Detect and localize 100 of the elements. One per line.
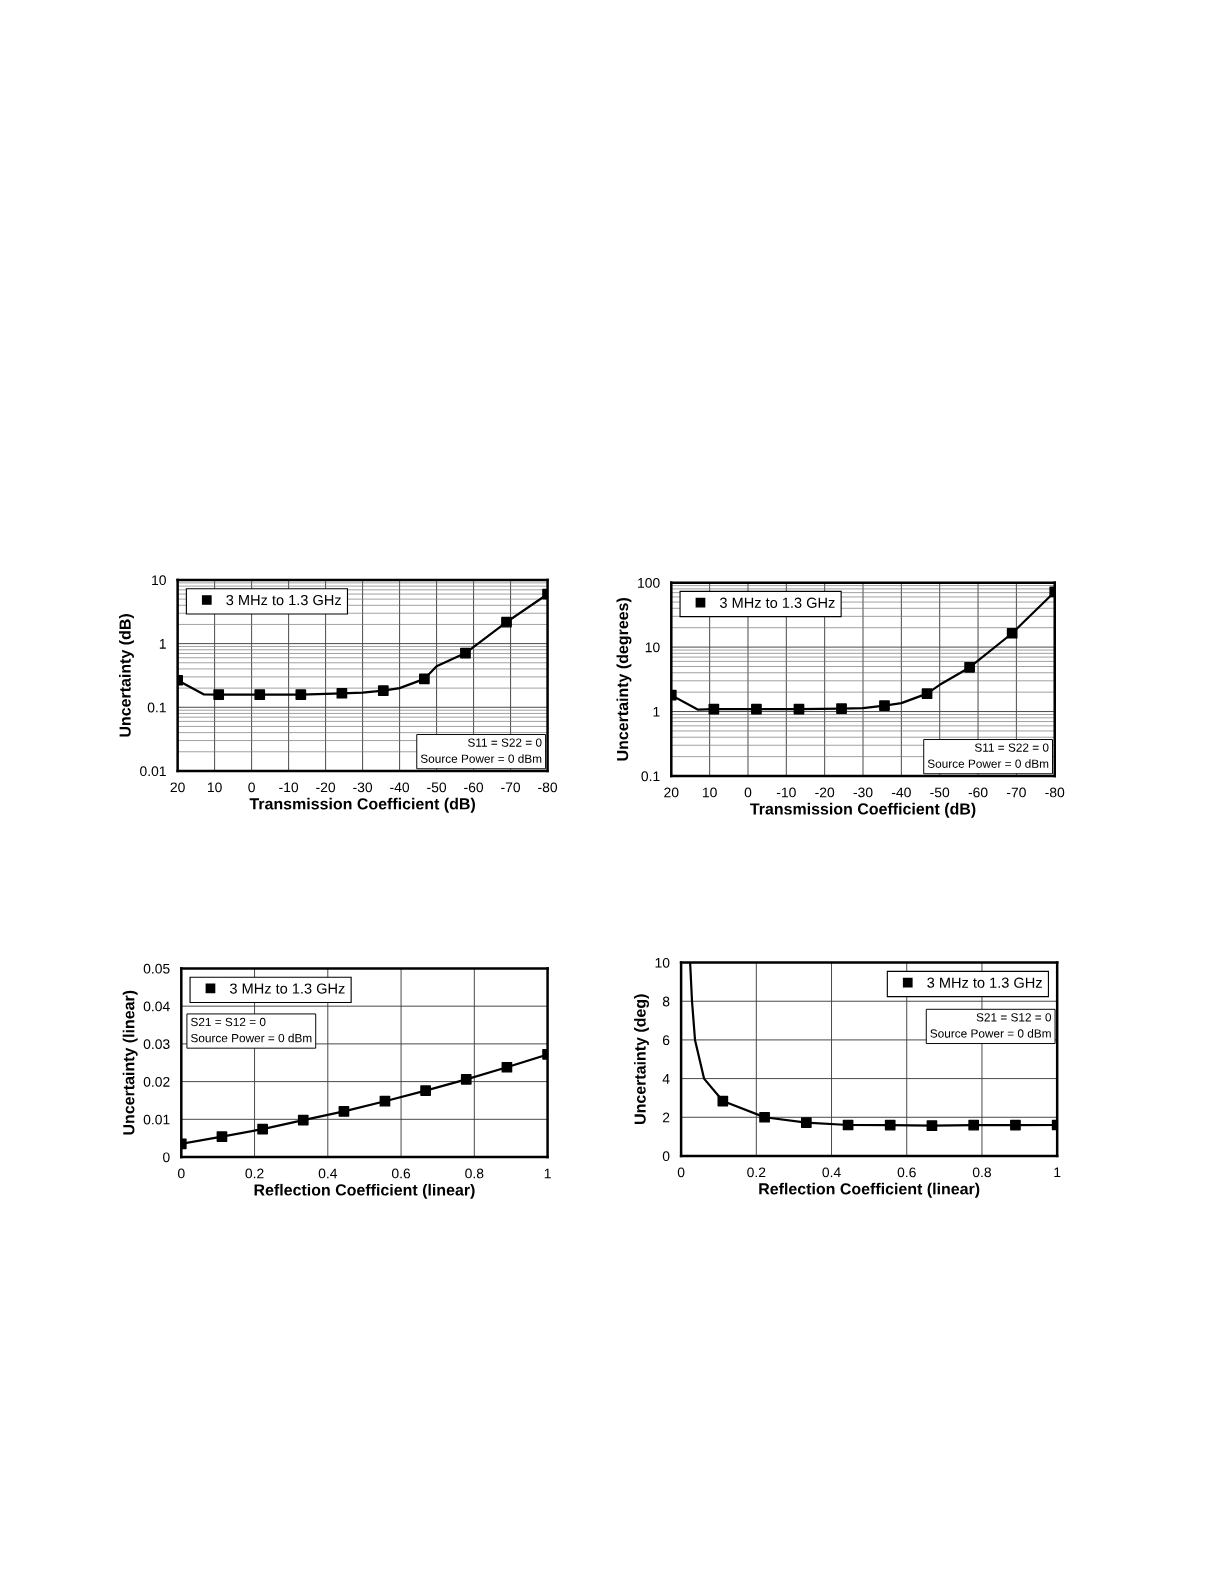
y-tick-label: 10 <box>645 642 660 653</box>
x-tick-label: -50 <box>427 782 447 793</box>
y-axis-title: Uncertainty (degrees) <box>616 598 632 761</box>
x-tick-label: 0.8 <box>465 1168 484 1179</box>
x-tick-label: -10 <box>279 782 299 793</box>
y-tick-label: 6 <box>662 1035 670 1046</box>
x-tick-label: 20 <box>170 782 185 793</box>
y-tick-label: 0 <box>163 1152 170 1163</box>
x-tick-label: -30 <box>853 787 873 798</box>
x-tick-label: -40 <box>891 787 911 798</box>
y-tick-label: 0.01 <box>140 766 166 777</box>
point <box>297 1114 309 1126</box>
x-tick-label: 0 <box>248 782 255 793</box>
y-tick-label: 0.05 <box>143 963 170 974</box>
y-axis-title: Uncertainty (dB) <box>119 614 134 737</box>
legend-label: 3 MHz to 1.3 GHz <box>927 977 1042 988</box>
x-tick-label: 0.6 <box>391 1168 411 1179</box>
y-tick-label: 1 <box>653 707 660 717</box>
y-tick-label: 0.02 <box>143 1076 170 1087</box>
x-tick-label: 0.4 <box>318 1168 338 1179</box>
point <box>213 689 225 700</box>
x-tick-label: 0.4 <box>822 1167 841 1178</box>
x-tick-label: 0.2 <box>747 1167 766 1178</box>
point <box>751 703 762 715</box>
point <box>1010 1119 1021 1131</box>
x-tick-label: -80 <box>1045 787 1065 798</box>
point <box>926 1120 938 1131</box>
point <box>254 689 266 700</box>
point <box>717 1095 729 1107</box>
x-tick-label: 0 <box>677 1167 685 1178</box>
x-tick-label: -20 <box>815 787 835 798</box>
point <box>460 1073 472 1085</box>
x-tick-label: -50 <box>930 787 950 798</box>
x-tick-label: -70 <box>501 782 521 793</box>
y-tick-label: 2 <box>662 1112 670 1123</box>
x-tick-label: -40 <box>390 782 410 793</box>
x-tick-label: -10 <box>776 787 796 798</box>
x-tick-label: -70 <box>1006 787 1026 798</box>
x-axis-title: Reflection Coefficient (linear) <box>759 1182 980 1198</box>
point <box>216 1131 228 1143</box>
point <box>836 703 847 714</box>
x-tick-label: -60 <box>464 782 484 793</box>
y-tick-label: 0.01 <box>143 1114 170 1125</box>
x-tick-label: 1 <box>544 1168 551 1179</box>
y-tick-label: 0 <box>662 1151 670 1162</box>
y-axis-title: Uncertainty (deg) <box>634 994 649 1124</box>
y-tick-label: 0.1 <box>641 771 660 782</box>
x-tick-label: 20 <box>664 787 679 798</box>
y-tick-label: 8 <box>662 996 670 1007</box>
point <box>501 1061 513 1073</box>
legend-label: 3 MHz to 1.3 GHz <box>229 983 345 994</box>
point <box>257 1123 268 1135</box>
x-tick-label: -20 <box>316 782 336 793</box>
point <box>460 647 471 659</box>
y-tick-label: 10 <box>152 575 166 586</box>
x-tick-label: 10 <box>702 787 717 798</box>
x-tick-label: -80 <box>538 782 558 793</box>
x-tick-label: 0 <box>177 1168 185 1179</box>
point <box>964 662 975 673</box>
y-tick-label: 0.1 <box>147 702 166 713</box>
point <box>295 689 307 700</box>
x-tick-label: 0 <box>744 787 752 798</box>
point <box>800 1117 812 1129</box>
point <box>420 1085 431 1097</box>
y-tick-label: 4 <box>662 1074 670 1084</box>
point <box>968 1119 980 1131</box>
x-tick-label: 0.8 <box>972 1167 992 1178</box>
point <box>1006 627 1018 639</box>
point <box>379 1095 391 1107</box>
point <box>336 687 348 699</box>
legend-label: 3 MHz to 1.3 GHz <box>719 597 835 608</box>
point <box>884 1119 896 1131</box>
x-axis-title: Transmission Coefficient (dB) <box>750 802 976 818</box>
annotation: S11 = S22 = 0 <box>974 743 1049 752</box>
x-tick-label: -30 <box>353 782 373 793</box>
y-tick-label: 1 <box>159 639 166 649</box>
annotation: Source Power = 0 dBm <box>190 1033 312 1043</box>
x-tick-label: 10 <box>207 782 222 793</box>
x-tick-label: 1 <box>1054 1167 1061 1178</box>
point <box>419 673 430 685</box>
annotation: Source Power = 0 dBm <box>930 1028 1051 1038</box>
x-axis-title: Transmission Coefficient (dB) <box>249 797 475 813</box>
x-tick-label: 0.2 <box>245 1168 264 1179</box>
point <box>879 700 890 711</box>
point <box>759 1111 770 1123</box>
y-axis-title: Uncertainty (linear) <box>122 990 138 1135</box>
y-tick-label: 0.03 <box>143 1039 170 1050</box>
point <box>921 688 933 699</box>
annotation: Source Power = 0 dBm <box>420 754 542 763</box>
y-tick-label: 10 <box>655 957 670 968</box>
point <box>338 1106 350 1117</box>
annotation: Source Power = 0 dBm <box>927 759 1049 768</box>
x-axis-title: Reflection Coefficient (linear) <box>254 1183 475 1199</box>
y-tick-label: 100 <box>638 577 660 588</box>
point <box>501 616 512 628</box>
x-tick-label: -60 <box>968 787 988 798</box>
annotation: S21 = S12 = 0 <box>190 1017 266 1027</box>
point <box>377 685 389 696</box>
y-tick-label: 0.04 <box>143 1001 170 1012</box>
legend-label: 3 MHz to 1.3 GHz <box>226 594 341 606</box>
